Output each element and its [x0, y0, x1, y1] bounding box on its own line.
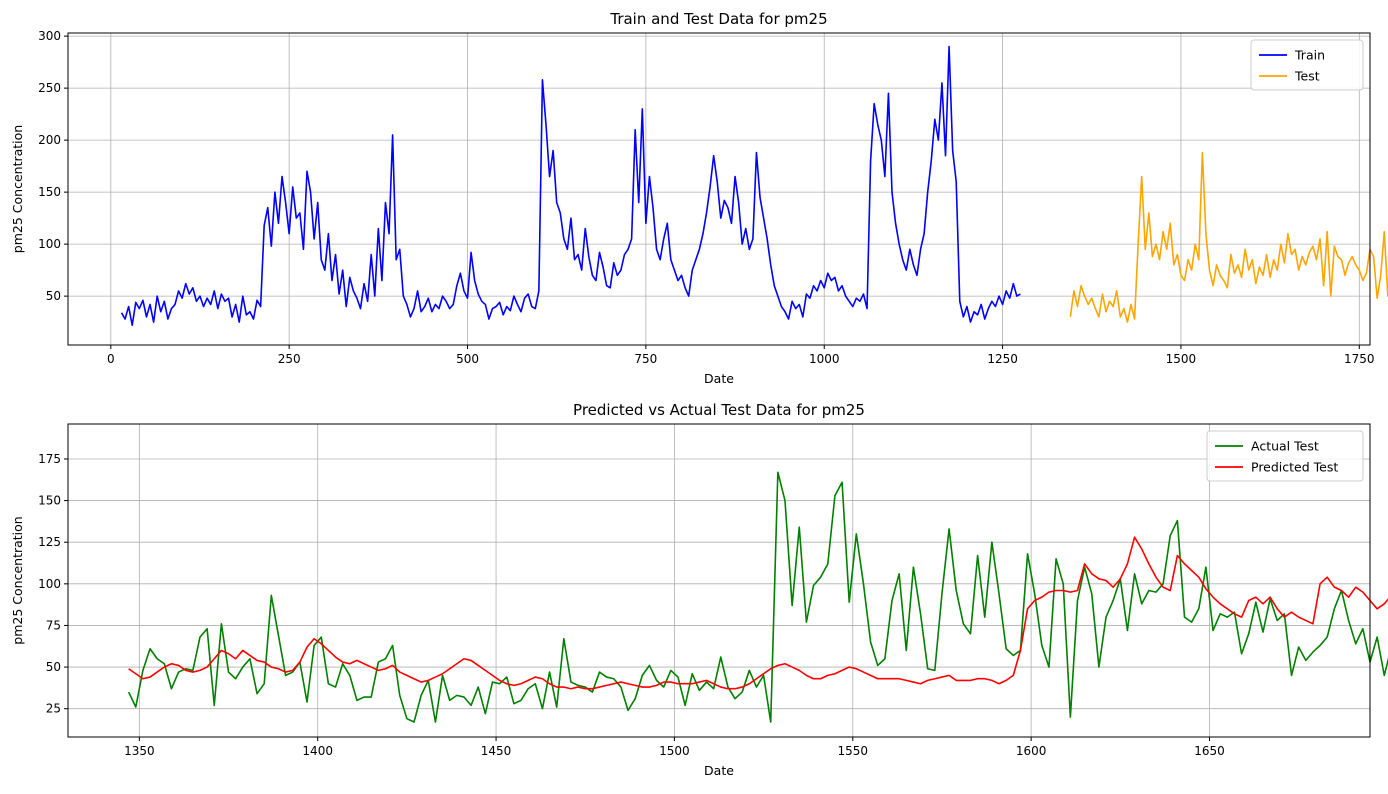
series-line-test: [1069, 151, 1388, 323]
y-tick-label: 200: [38, 133, 61, 147]
x-tick-label: 1500: [1166, 352, 1197, 366]
legend: Actual Test Predicted Test: [1206, 430, 1364, 482]
legend-entry-label: Test: [1294, 69, 1320, 84]
chart-title: Train and Test Data for pm25: [609, 10, 827, 28]
series-line-predicted-test: [128, 536, 1388, 690]
legend: Train Test: [1250, 39, 1364, 91]
x-axis-label: Date: [704, 763, 734, 778]
x-tick-label: 1000: [809, 352, 840, 366]
x-tick-label: 1500: [659, 744, 690, 758]
y-tick-label: 100: [38, 237, 61, 251]
axes-frame: [67, 423, 1371, 738]
axes-frame: [67, 32, 1371, 346]
x-tick-label: 1550: [837, 744, 868, 758]
legend-entry-label: Actual Test: [1251, 439, 1319, 454]
series-line-train: [120, 45, 1021, 327]
y-tick-label: 150: [38, 185, 61, 199]
legend-entry-label: Train: [1294, 48, 1325, 63]
x-tick-label: 750: [634, 352, 657, 366]
y-tick-label: 150: [38, 494, 61, 508]
x-tick-label: 500: [456, 352, 479, 366]
subplot-2: 1350 1400 1450 1500 1550 1600 1650 25 50 75 100 125…: [10, 401, 1388, 778]
chart-title: Predicted vs Actual Test Data for pm25: [573, 401, 865, 419]
x-tick-label: 1400: [302, 744, 333, 758]
y-tick-label: 25: [46, 702, 61, 716]
legend-box: [1250, 39, 1364, 91]
x-tick-label: 250: [278, 352, 301, 366]
y-tick-label: 250: [38, 81, 61, 95]
series-line-actual-test: [127, 471, 1388, 723]
subplot-1: 0 250 500 750 1000 1250 1500 1750 50 100 150 200 250…: [10, 10, 1388, 386]
x-tick-label: 0: [107, 352, 115, 366]
y-tick-label: 100: [38, 577, 61, 591]
y-axis-label: pm25 Concentration: [10, 516, 25, 644]
legend-box: [1206, 430, 1364, 482]
x-tick-label: 1750: [1344, 352, 1375, 366]
x-tick-label: 1600: [1016, 744, 1047, 758]
x-axis-label: Date: [704, 371, 734, 386]
y-axis-label: pm25 Concentration: [10, 125, 25, 253]
y-tick-label: 50: [46, 660, 61, 674]
y-tick-label: 50: [46, 289, 61, 303]
y-tick-label: 75: [46, 618, 61, 632]
legend-entry-label: Predicted Test: [1251, 460, 1338, 475]
y-tick-label: 175: [38, 452, 61, 466]
y-tick-label: 125: [38, 535, 61, 549]
y-tick-label: 300: [38, 29, 61, 43]
x-tick-label: 1650: [1194, 744, 1225, 758]
x-tick-label: 1450: [481, 744, 512, 758]
x-tick-label: 1350: [124, 744, 155, 758]
x-tick-label: 1250: [987, 352, 1018, 366]
